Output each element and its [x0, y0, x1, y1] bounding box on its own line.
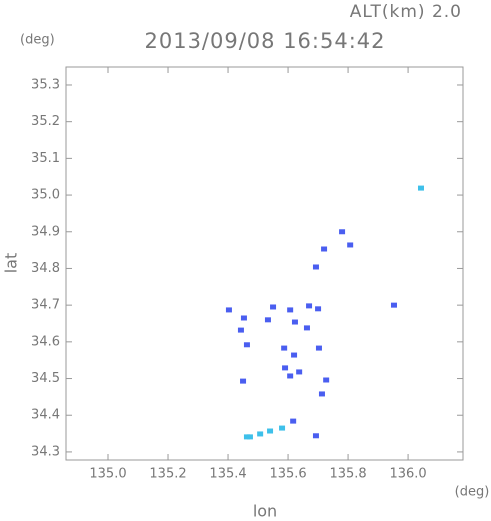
y-tick-label: 35.1 — [31, 151, 60, 166]
echo-point — [306, 303, 313, 309]
x-tick-label: 135.0 — [89, 467, 126, 482]
y-tick-label: 34.5 — [31, 371, 60, 386]
echo-point — [267, 428, 274, 434]
echo-point — [264, 317, 271, 323]
echo-point — [240, 378, 247, 384]
echo-point — [243, 342, 250, 348]
y-tick-label: 34.9 — [31, 224, 60, 239]
echo-point — [312, 264, 319, 270]
echo-point — [240, 315, 247, 321]
echo-point — [318, 391, 325, 397]
y-tick-label: 34.7 — [31, 298, 60, 313]
x-tick-label: 136.0 — [389, 467, 426, 482]
echo-point — [281, 345, 288, 351]
echo-point — [243, 434, 250, 440]
chart-title: 2013/09/08 16:54:42 — [144, 29, 385, 53]
y-tick-label: 35.2 — [31, 114, 60, 129]
y-tick-label: 34.3 — [31, 444, 60, 459]
echo-point — [312, 433, 319, 439]
echo-point — [246, 434, 253, 440]
y-tick-label: 34.6 — [31, 334, 60, 349]
echo-point — [237, 327, 244, 333]
echo-point — [339, 229, 346, 235]
echo-point — [296, 369, 303, 375]
echo-point — [315, 306, 322, 312]
echo-point — [390, 302, 397, 308]
x-tick-label: 135.8 — [329, 467, 366, 482]
echo-point — [417, 185, 424, 191]
echo-point — [257, 431, 264, 437]
y-tick-label: 34.4 — [31, 408, 60, 423]
y-tick-label: 34.8 — [31, 261, 60, 276]
x-unit: (deg) — [455, 485, 490, 500]
y-unit: (deg) — [20, 33, 55, 48]
echo-point — [291, 319, 298, 325]
x-tick-label: 135.4 — [209, 467, 246, 482]
y-label: lat — [2, 253, 21, 274]
x-label: lon — [253, 502, 277, 521]
echo-point — [287, 307, 294, 313]
chart-subtitle: ALT(km) 2.0 — [350, 2, 462, 22]
echo-point — [315, 345, 322, 351]
echo-point — [323, 377, 330, 383]
echo-point — [225, 307, 232, 313]
echo-point — [291, 352, 298, 358]
echo-point — [303, 325, 310, 331]
x-tick-label: 135.2 — [149, 467, 186, 482]
x-tick-label: 135.6 — [269, 467, 306, 482]
y-tick-label: 35.3 — [31, 77, 60, 92]
echo-point — [282, 365, 289, 371]
y-tick-label: 35.0 — [31, 188, 60, 203]
echo-point — [287, 373, 294, 379]
echo-point — [347, 242, 354, 248]
echo-point — [321, 246, 328, 252]
echo-point — [290, 418, 297, 424]
echo-point — [270, 304, 277, 310]
plot-frame — [65, 66, 464, 461]
echo-point — [279, 425, 286, 431]
